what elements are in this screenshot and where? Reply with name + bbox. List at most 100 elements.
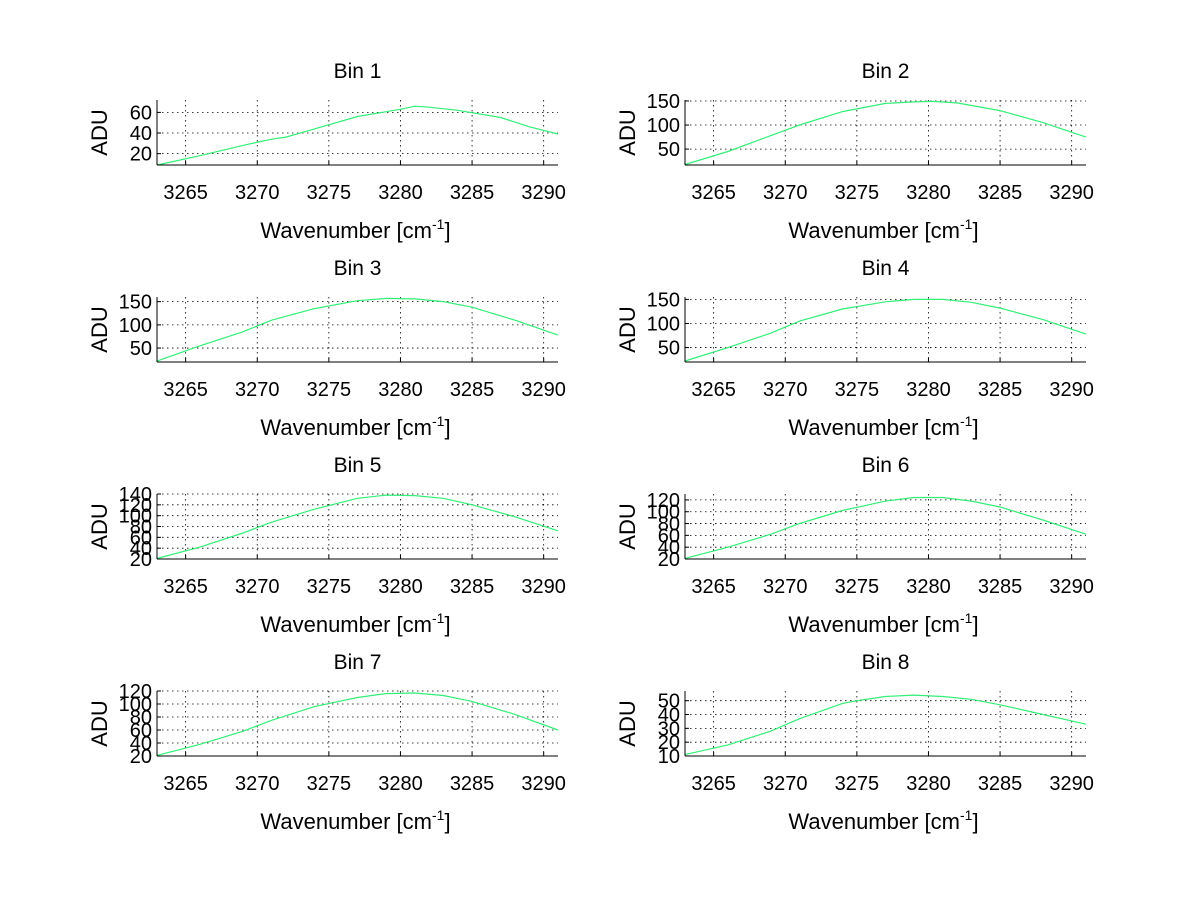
y-tick-label: 120: [119, 681, 152, 703]
x-tick-label: 3265: [163, 773, 208, 795]
subplot-title: Bin 1: [334, 60, 382, 83]
data-line: [156, 105, 559, 166]
x-tick-label: 3290: [521, 182, 566, 204]
y-tick-label: 40: [658, 537, 680, 559]
x-tick-label: 3280: [906, 576, 951, 598]
x-tick-label: 3290: [1049, 773, 1094, 795]
y-axis-label: ADU: [87, 306, 112, 352]
x-tick-label: 3280: [906, 182, 951, 204]
y-tick-label: 60: [130, 527, 152, 549]
x-tick-label: 3275: [307, 773, 352, 795]
x-tick-label: 3290: [521, 773, 566, 795]
x-tick-label: 3265: [691, 182, 736, 204]
data-line: [684, 496, 1087, 559]
y-tick-label: 20: [658, 732, 680, 754]
x-tick-label: 3285: [450, 576, 495, 598]
x-tick-label: 3280: [906, 379, 951, 401]
x-axis-label: Wavenumber [cm-1]: [788, 807, 978, 834]
x-tick-label: 3270: [763, 379, 808, 401]
y-tick-label: 100: [647, 115, 680, 137]
y-tick-label: 100: [647, 313, 680, 335]
x-axis-label: Wavenumber [cm-1]: [788, 216, 978, 243]
y-tick-label: 20: [130, 144, 152, 166]
y-tick-label: 100: [119, 506, 152, 528]
x-tick-label: 3280: [378, 576, 423, 598]
subplot-title: Bin 2: [862, 60, 910, 83]
data-line: [156, 494, 559, 560]
y-tick-label: 150: [647, 289, 680, 311]
x-tick-label: 3290: [521, 379, 566, 401]
y-tick-label: 40: [130, 733, 152, 755]
x-tick-label: 3270: [763, 182, 808, 204]
subplot-title: Bin 8: [862, 651, 910, 674]
y-tick-label: 50: [658, 338, 680, 360]
y-tick-label: 120: [647, 490, 680, 512]
x-tick-label: 3275: [307, 576, 352, 598]
y-tick-label: 60: [130, 102, 152, 124]
data-line: [684, 100, 1087, 166]
subplot-title: Bin 4: [862, 257, 910, 280]
y-tick-label: 100: [119, 694, 152, 716]
x-tick-label: 3265: [163, 182, 208, 204]
y-tick-label: 20: [130, 746, 152, 768]
x-tick-label: 3290: [521, 576, 566, 598]
x-tick-label: 3290: [1049, 576, 1094, 598]
x-tick-label: 3270: [235, 576, 280, 598]
x-tick-label: 3270: [235, 773, 280, 795]
y-tick-label: 60: [658, 525, 680, 547]
x-tick-label: 3275: [835, 379, 880, 401]
y-axis-label: ADU: [87, 503, 112, 549]
y-tick-label: 50: [130, 338, 152, 360]
subplot-title: Bin 7: [334, 651, 382, 674]
subplot-title: Bin 3: [334, 257, 382, 280]
y-tick-label: 30: [658, 718, 680, 740]
x-tick-label: 3280: [906, 773, 951, 795]
y-tick-label: 120: [119, 495, 152, 517]
y-tick-label: 40: [130, 538, 152, 560]
y-tick-label: 100: [647, 502, 680, 524]
x-tick-label: 3275: [835, 576, 880, 598]
x-axis-label: Wavenumber [cm-1]: [260, 413, 450, 440]
y-tick-label: 10: [658, 746, 680, 768]
x-tick-label: 3275: [307, 379, 352, 401]
y-axis-label: ADU: [615, 503, 640, 549]
y-tick-label: 80: [130, 707, 152, 729]
y-tick-label: 80: [658, 514, 680, 536]
data-line: [684, 298, 1087, 362]
x-axis-label: Wavenumber [cm-1]: [260, 216, 450, 243]
x-tick-label: 3265: [691, 379, 736, 401]
x-axis-label: Wavenumber [cm-1]: [788, 413, 978, 440]
y-tick-label: 100: [119, 315, 152, 337]
x-tick-label: 3285: [978, 379, 1023, 401]
x-tick-label: 3280: [378, 182, 423, 204]
data-line: [156, 297, 559, 362]
data-line: [684, 694, 1087, 756]
subplot-bin-5: Bin 5 3265 3270 3275 3280 3285 3290 20406080100…: [87, 454, 566, 637]
y-axis-label: ADU: [615, 700, 640, 746]
x-tick-label: 3285: [978, 576, 1023, 598]
x-tick-label: 3265: [163, 379, 208, 401]
y-tick-label: 40: [658, 705, 680, 727]
y-tick-label: 50: [658, 139, 680, 161]
y-tick-label: 150: [647, 91, 680, 113]
x-tick-label: 3280: [378, 773, 423, 795]
x-tick-label: 3275: [307, 182, 352, 204]
x-tick-label: 3270: [763, 576, 808, 598]
x-axis-label: Wavenumber [cm-1]: [260, 807, 450, 834]
subplot-title: Bin 6: [862, 454, 910, 477]
x-tick-label: 3270: [235, 379, 280, 401]
y-tick-label: 60: [130, 720, 152, 742]
y-tick-label: 40: [130, 123, 152, 145]
y-axis-label: ADU: [87, 700, 112, 746]
x-tick-label: 3285: [450, 773, 495, 795]
y-axis-label: ADU: [615, 109, 640, 155]
y-tick-label: 80: [130, 517, 152, 539]
y-tick-label: 20: [130, 549, 152, 571]
y-tick-label: 150: [119, 292, 152, 314]
y-axis-label: ADU: [615, 306, 640, 352]
